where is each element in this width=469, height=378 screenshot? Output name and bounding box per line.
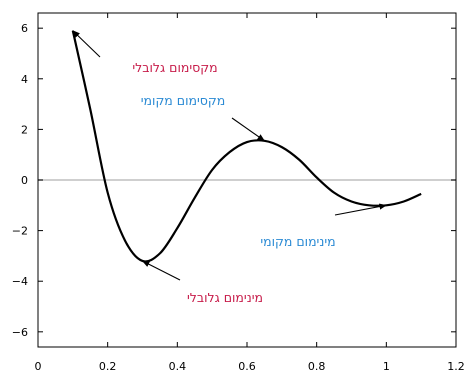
- y-tick-label: −2: [12, 225, 28, 238]
- x-tick-label: 0.6: [238, 360, 256, 373]
- y-tick-label: 2: [21, 123, 28, 136]
- plot-frame: [37, 12, 457, 348]
- annotation-arrow-2: [334, 203, 388, 216]
- x-tick-label: 0.2: [99, 360, 117, 373]
- annotation-label-0: מקסימום גלובלי: [132, 60, 217, 75]
- annotation-label-3: מינימום גלובלי: [187, 290, 263, 305]
- x-tick-label: 0.4: [169, 360, 187, 373]
- annotation-label-2: מינימום מקומי: [260, 234, 335, 249]
- annotation-arrow-3: [141, 260, 181, 281]
- x-tick-label: 1.2: [447, 360, 465, 373]
- y-tick-label: 0: [21, 174, 28, 187]
- annotation-label-1: מקסימום מקומי: [141, 93, 225, 108]
- x-tick-label: 1: [383, 360, 390, 373]
- y-tick-label: −6: [12, 326, 28, 339]
- x-tick-label: 0: [35, 360, 42, 373]
- annotation-arrow-1: [231, 117, 266, 142]
- annotation-arrow-0: [72, 30, 101, 58]
- y-tick-label: −4: [12, 275, 28, 288]
- y-tick-label: 4: [21, 73, 28, 86]
- series-line-0: [71, 30, 422, 263]
- x-tick-label: 0.8: [308, 360, 326, 373]
- y-tick-label: 6: [21, 22, 28, 35]
